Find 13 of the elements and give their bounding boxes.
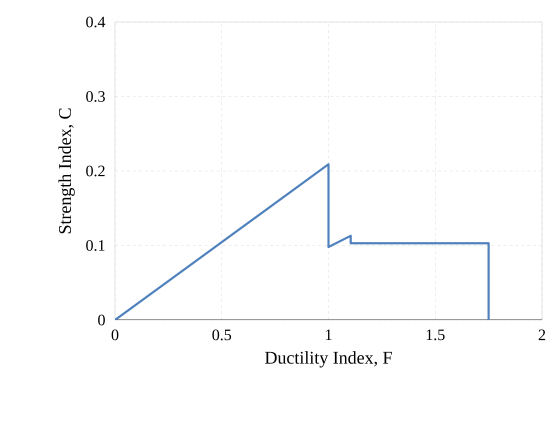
y-tick-label: 0 — [98, 314, 105, 326]
y-tick-label: 0.3 — [86, 91, 105, 102]
y-tick-label: 0.1 — [86, 240, 105, 251]
y-axis-title: Strength Index, C — [58, 108, 75, 234]
x-axis-title: Ductility Index, F — [265, 351, 392, 368]
x-tick-label: 2 — [538, 330, 546, 340]
x-tick-label: 1 — [326, 330, 332, 340]
x-tick-label: 0.5 — [212, 330, 232, 340]
x-tick-label: 1.5 — [426, 330, 445, 340]
y-tick-label: 0.2 — [86, 166, 105, 176]
y-tick-label: 0.4 — [86, 16, 106, 28]
x-tick-label: 0 — [112, 330, 118, 340]
line-series — [115, 163, 490, 320]
